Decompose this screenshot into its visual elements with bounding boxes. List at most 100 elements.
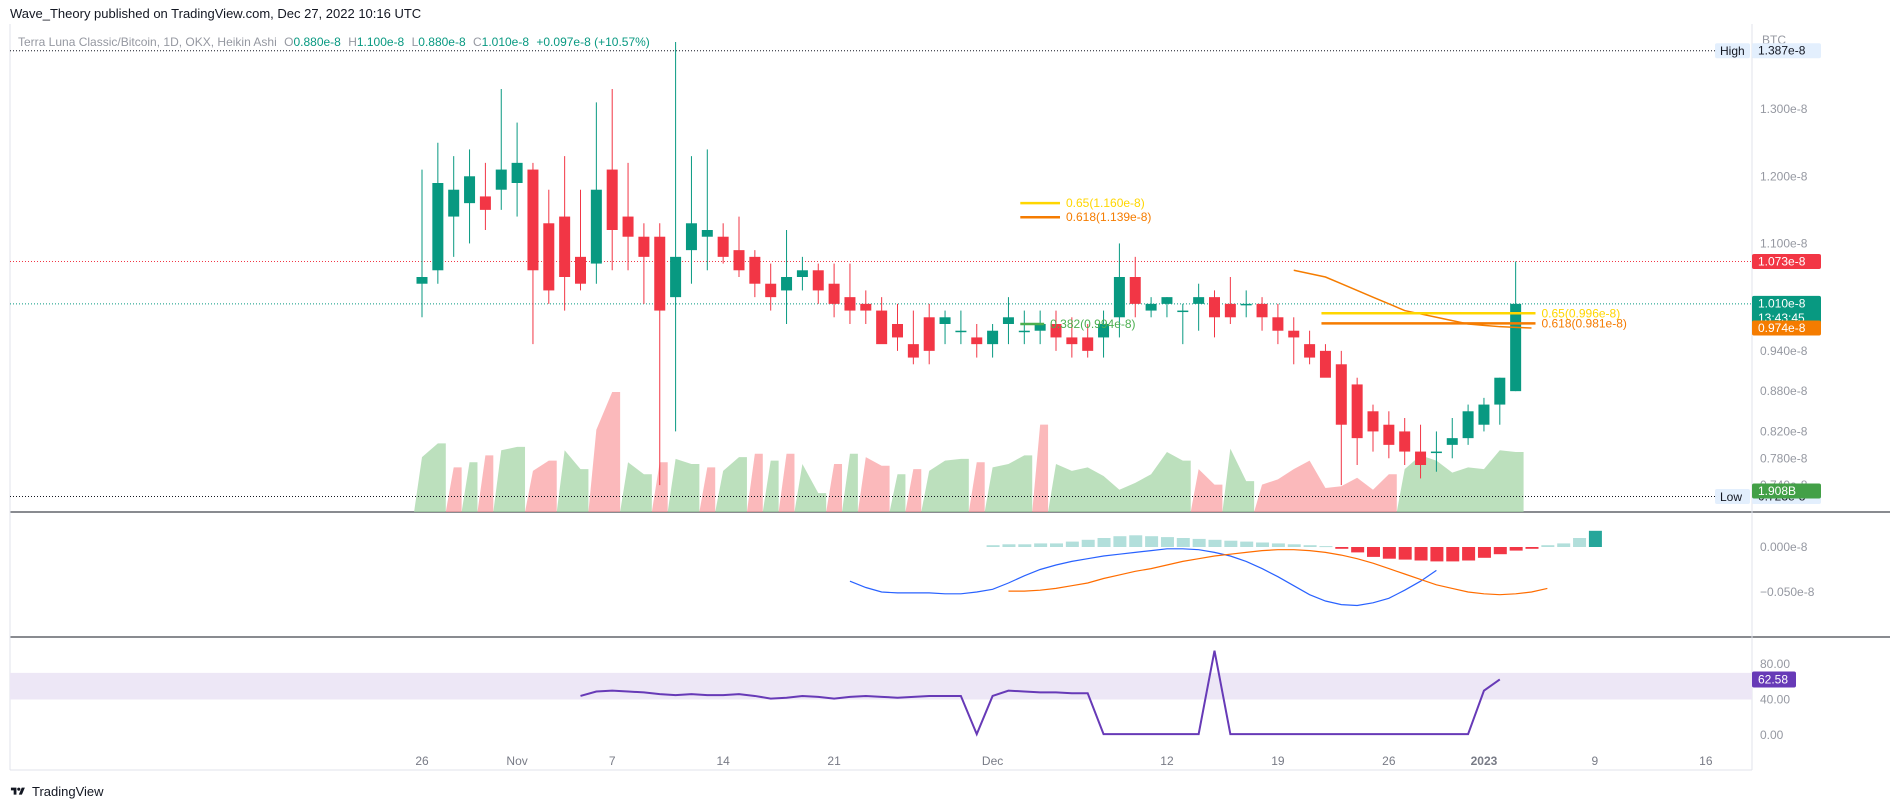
volume-segment-40	[1048, 452, 1191, 512]
last-close-label-bg	[1752, 254, 1821, 270]
candle-body-4	[479, 196, 491, 210]
volume-value-label-bg	[1752, 483, 1821, 499]
fib-0382-label: 0.382(0.994e-8)	[1050, 317, 1135, 331]
x-tick-11: 16	[1699, 754, 1713, 768]
candle-body-21	[749, 256, 761, 284]
volume-segment-22	[762, 460, 779, 512]
macd-hist-bar-16	[1240, 541, 1254, 547]
ema-value-label: 0.974e-8	[1758, 321, 1806, 335]
candle-body-45	[1129, 277, 1141, 304]
macd-hist-bar-0	[986, 545, 1000, 547]
volume-segment-23	[778, 453, 795, 512]
volume-value-label: 1.908B	[1758, 484, 1796, 498]
candle-body-6	[511, 162, 523, 183]
publisher-header: Wave_Theory published on TradingView.com…	[10, 6, 422, 21]
volume-segment-27	[842, 453, 858, 512]
candle-body-44	[1113, 277, 1125, 318]
volume-segment-62	[1396, 450, 1524, 512]
current-price-label-bg	[1752, 295, 1821, 326]
macd-hist-bar-11	[1160, 537, 1174, 547]
candle-body-1	[432, 183, 444, 271]
footer: TradingView	[10, 784, 104, 799]
x-tick-4: 21	[827, 754, 841, 768]
candle-body-14	[638, 236, 650, 257]
macd-hist-bar-20	[1303, 545, 1317, 547]
rsi-tick-1: 40.00	[1760, 693, 1790, 707]
volume-segment-2	[445, 467, 462, 512]
candle-body-2	[448, 189, 460, 217]
volume-segment-16	[667, 458, 700, 512]
ema-value-label-bg	[1752, 320, 1821, 336]
candle-body-35	[971, 337, 983, 345]
x-tick-10: 9	[1592, 754, 1599, 768]
candle-body-64	[1430, 451, 1442, 454]
rsi-band	[10, 672, 1752, 700]
candle-body-20	[733, 250, 745, 271]
price-tick-0: 1.300e-8	[1760, 102, 1808, 116]
macd-hist-bar-18	[1271, 543, 1285, 547]
macd-hist-bar-32	[1493, 547, 1507, 555]
volume-segment-39	[1032, 424, 1049, 512]
candle-body-28	[860, 303, 872, 311]
high-value: 1.100e-8	[356, 35, 405, 49]
volume-segment-24	[794, 464, 827, 512]
low-value: 0.880e-8	[418, 35, 466, 49]
price-tick-3: 0.940e-8	[1760, 344, 1808, 358]
fib-065-lower-label: 0.65(0.996e-8)	[1542, 306, 1621, 320]
macd-line	[849, 548, 1437, 607]
candle-body-26	[828, 283, 840, 304]
candle-body-63	[1415, 451, 1427, 465]
macd-hist-bar-37	[1573, 538, 1587, 547]
x-tick-6: 12	[1160, 754, 1174, 768]
candle-body-59	[1351, 384, 1363, 439]
candle-body-34	[955, 330, 967, 333]
price-tick-2: 1.100e-8	[1760, 236, 1808, 250]
candle-body-32	[923, 317, 935, 351]
candle-body-46	[1145, 303, 1157, 311]
macd-hist-bar-17	[1256, 542, 1270, 547]
macd-hist-bar-28	[1430, 547, 1444, 562]
candle-body-53	[1256, 303, 1268, 318]
candle-body-22	[765, 283, 777, 298]
rsi-tick-2: 0.00	[1760, 728, 1784, 742]
x-tick-0: 26	[415, 754, 429, 768]
candle-body-66	[1462, 411, 1474, 439]
candle-body-39	[1034, 324, 1046, 331]
candle-body-17	[685, 223, 697, 251]
macd-hist-bar-15	[1224, 540, 1238, 547]
symbol-legend: Terra Luna Classic/Bitcoin, 1D, OKX, Hei…	[18, 35, 650, 49]
candle-body-10	[575, 256, 586, 284]
volume-segment-30	[889, 474, 906, 512]
macd-hist-bar-3	[1034, 543, 1048, 547]
tradingview-logo-icon	[10, 787, 25, 795]
high-value-label-tag: High	[1720, 44, 1745, 58]
candle-body-67	[1478, 404, 1490, 425]
candle-body-40	[1050, 324, 1062, 338]
macd-hist-bar-36	[1557, 543, 1571, 547]
candle-body-61	[1383, 424, 1395, 445]
candle-body-60	[1367, 411, 1379, 432]
volume-segment-0	[414, 443, 446, 512]
candle-body-41	[1066, 337, 1078, 345]
candle-body-29	[876, 310, 888, 345]
macd-zero-tick: 0.000e-8	[1760, 540, 1808, 554]
volume-segment-26	[826, 464, 843, 512]
x-tick-1: Nov	[506, 754, 527, 768]
macd-hist-bar-24	[1367, 547, 1380, 557]
candle-body-50	[1209, 297, 1220, 318]
candle-body-23	[781, 277, 793, 291]
x-tick-9: 2023	[1471, 754, 1498, 768]
macd-hist-bar-6	[1081, 539, 1095, 547]
candle-body-68	[1494, 377, 1506, 405]
candle-body-0	[416, 277, 428, 284]
candle-body-57	[1319, 350, 1331, 378]
symbol-name: Terra Luna Classic/Bitcoin, 1D, OKX, Hei…	[18, 35, 277, 49]
macd-hist-bar-1	[1002, 544, 1016, 547]
volume-segment-49	[1190, 469, 1223, 512]
macd-signal-line	[1008, 549, 1548, 596]
candle-body-3	[464, 176, 476, 204]
volume-segment-7	[525, 460, 557, 512]
last-close-label: 1.073e-8	[1758, 255, 1806, 269]
candle-body-8	[543, 223, 555, 291]
